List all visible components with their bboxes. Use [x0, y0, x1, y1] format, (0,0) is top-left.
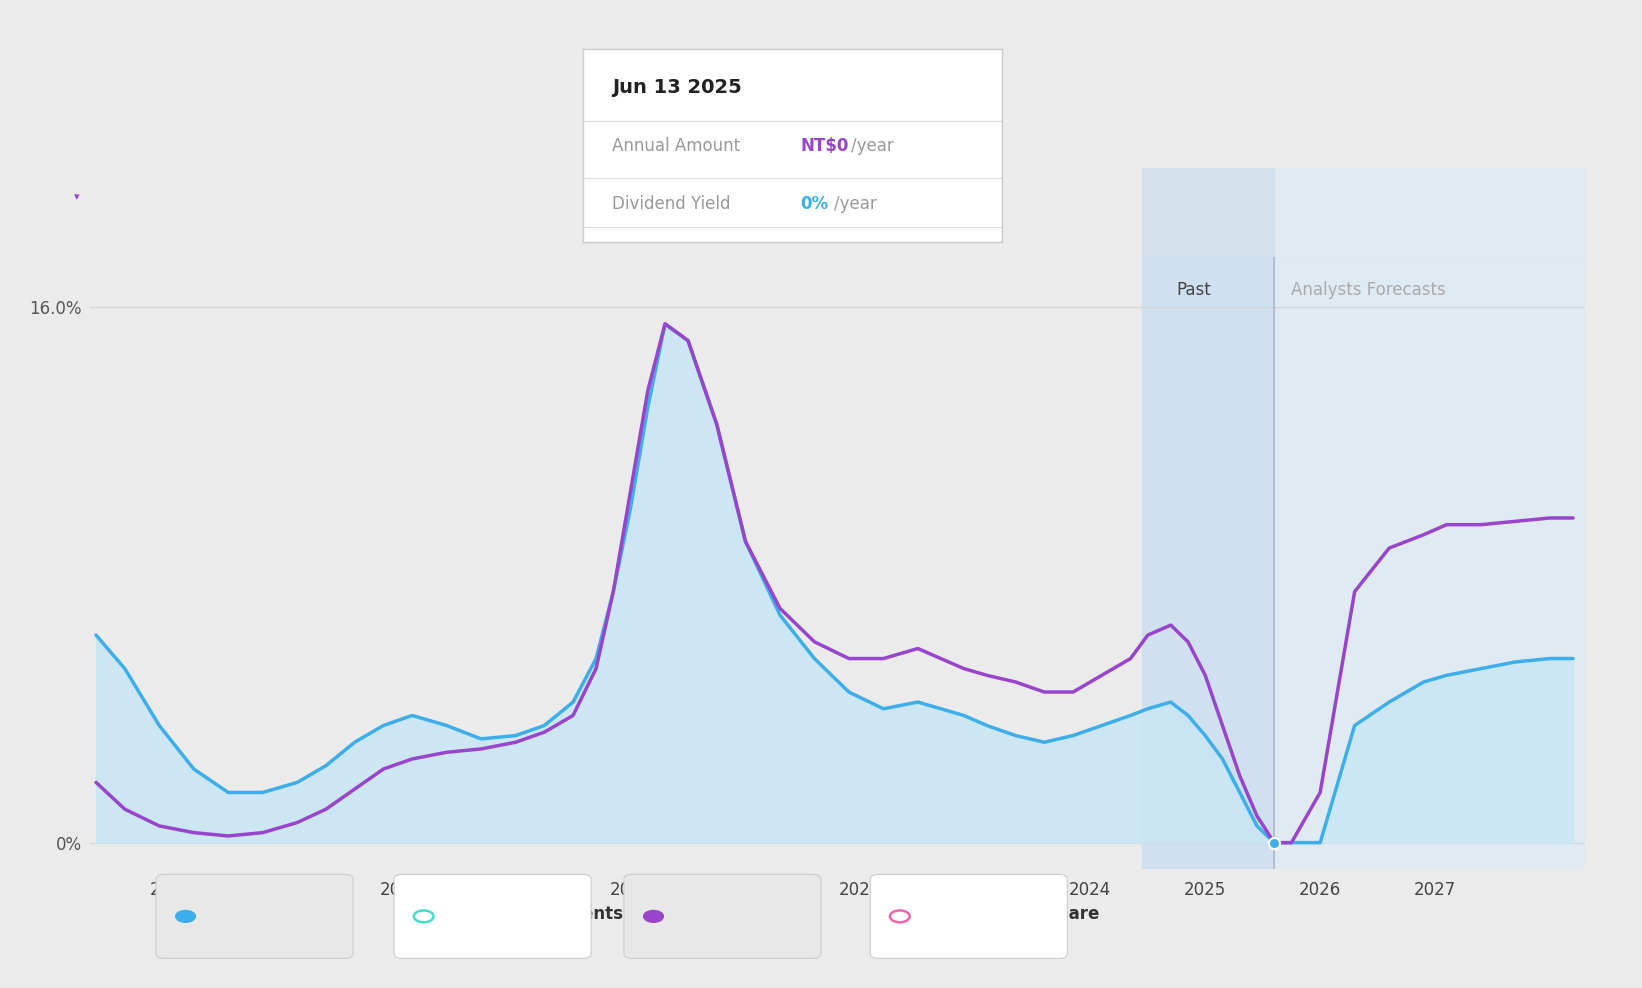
Text: Dividend Yield: Dividend Yield	[205, 905, 340, 924]
Text: Jun 13 2025: Jun 13 2025	[612, 78, 742, 98]
Text: /year: /year	[834, 195, 877, 212]
Text: ▾: ▾	[74, 193, 80, 203]
Text: Annual Amount: Annual Amount	[612, 136, 741, 155]
Text: /year: /year	[851, 136, 893, 155]
Text: Dividend Payments: Dividend Payments	[443, 905, 624, 924]
Text: NT$0: NT$0	[801, 136, 849, 155]
Text: Earnings Per Share: Earnings Per Share	[920, 905, 1098, 924]
Bar	[1141, 257, 1274, 869]
Text: Analysts Forecasts: Analysts Forecasts	[1291, 282, 1447, 299]
Text: Dividend Yield: Dividend Yield	[612, 195, 731, 212]
Text: Past: Past	[1176, 282, 1212, 299]
Text: Annual Amount: Annual Amount	[673, 905, 818, 924]
Text: 0%: 0%	[801, 195, 829, 212]
Bar	[1274, 257, 1585, 869]
